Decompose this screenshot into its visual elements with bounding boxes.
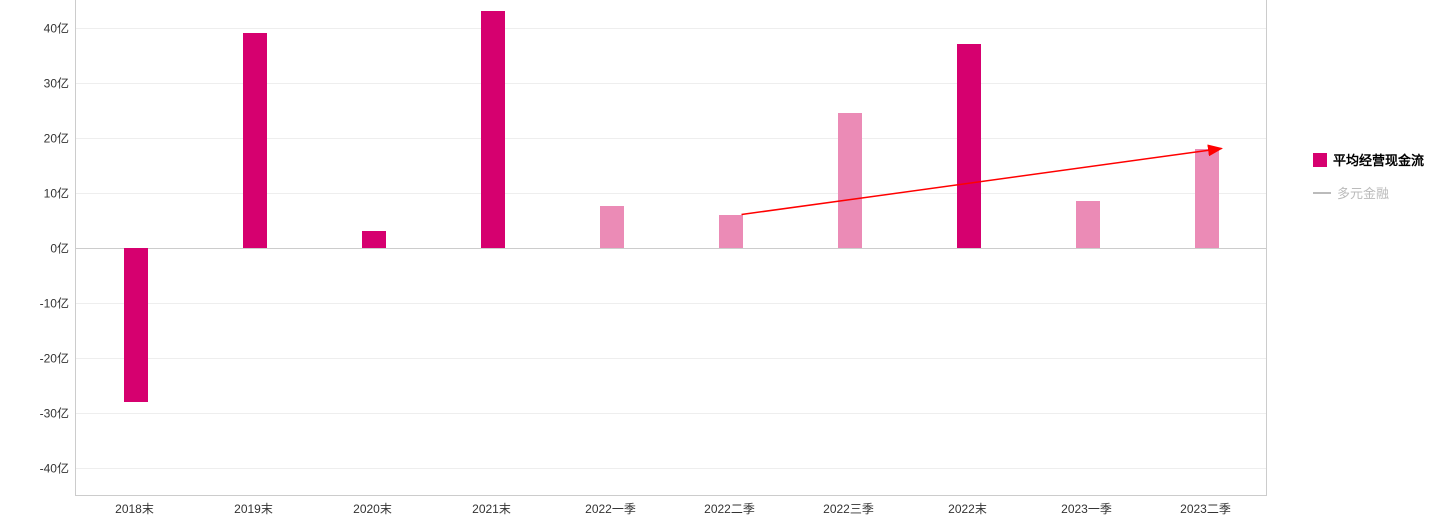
y-axis-tick: 10亿 (9, 184, 69, 201)
legend-item-secondary[interactable]: 多元金融 (1313, 183, 1424, 202)
legend-label: 平均经营现金流 (1333, 150, 1424, 169)
x-axis-tick: 2023一季 (1032, 500, 1142, 517)
bar[interactable] (1076, 201, 1100, 248)
bar[interactable] (243, 33, 267, 248)
y-axis-tick: -20亿 (9, 349, 69, 366)
legend-line-icon (1313, 192, 1331, 194)
chart-container: 平均经营现金流 多元金融 -40亿 -30亿 -20亿 -10亿 0亿 10亿 20亿 30亿… (0, 0, 1439, 530)
y-axis-tick: 30亿 (9, 74, 69, 91)
legend-item-primary[interactable]: 平均经营现金流 (1313, 150, 1424, 169)
x-axis-tick: 2022一季 (556, 500, 666, 517)
x-axis-tick: 2018末 (80, 500, 190, 517)
bar[interactable] (719, 215, 743, 248)
y-axis-tick: -10亿 (9, 294, 69, 311)
y-axis-tick: -40亿 (9, 459, 69, 476)
y-axis-tick: 20亿 (9, 129, 69, 146)
bar[interactable] (481, 11, 505, 248)
bar[interactable] (1195, 149, 1219, 248)
bar[interactable] (957, 44, 981, 248)
x-axis-tick: 2021末 (437, 500, 547, 517)
bar[interactable] (124, 248, 148, 402)
bar[interactable] (362, 231, 386, 248)
x-axis-tick: 2020末 (318, 500, 428, 517)
legend: 平均经营现金流 多元金融 (1313, 150, 1424, 216)
plot-area (75, 0, 1267, 496)
x-axis-tick: 2022三季 (794, 500, 904, 517)
legend-label: 多元金融 (1337, 183, 1389, 202)
y-axis-tick: 40亿 (9, 19, 69, 36)
x-axis-tick: 2022二季 (675, 500, 785, 517)
bar[interactable] (838, 113, 862, 248)
x-axis-tick: 2023二季 (1151, 500, 1261, 517)
y-axis-tick: -30亿 (9, 404, 69, 421)
x-axis-tick: 2022末 (913, 500, 1023, 517)
y-axis-tick: 0亿 (9, 239, 69, 256)
bar[interactable] (600, 206, 624, 247)
x-axis-tick: 2019末 (199, 500, 309, 517)
legend-swatch-icon (1313, 153, 1327, 167)
